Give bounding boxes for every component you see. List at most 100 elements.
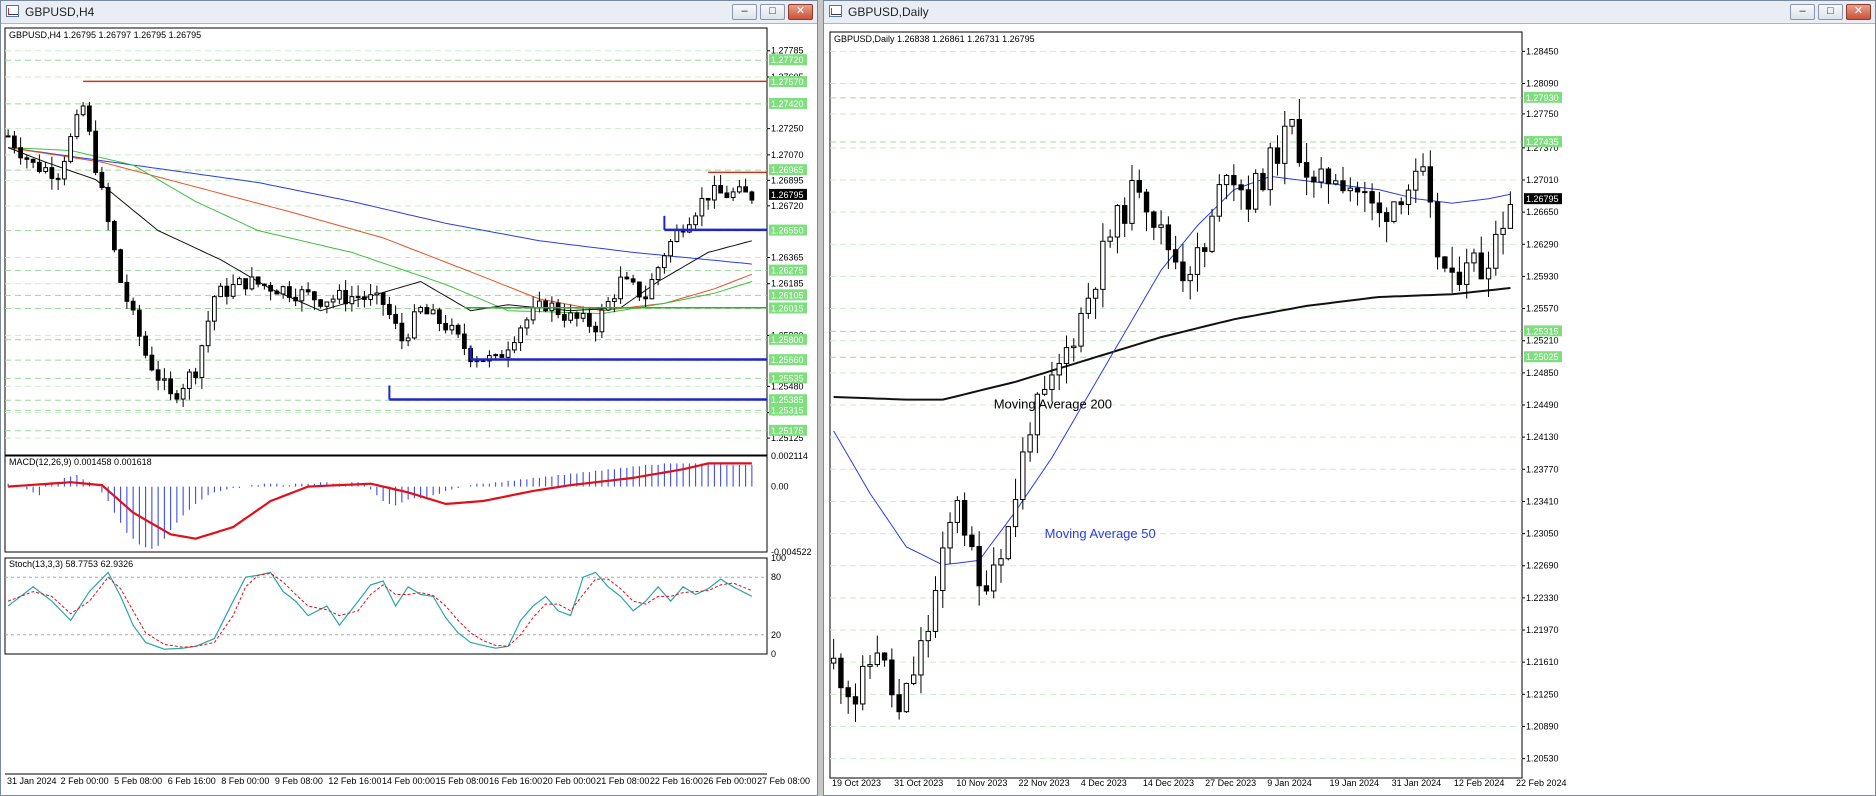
price-label: 1.25315 xyxy=(771,405,804,415)
candle-body xyxy=(1274,147,1281,164)
price-label-box xyxy=(769,354,807,366)
candle-body xyxy=(462,333,467,350)
y-tick-label: 1.20890 xyxy=(1526,721,1559,731)
candle-body xyxy=(55,177,61,180)
price-label: 1.26275 xyxy=(771,266,804,276)
y-tick-label: 1.25480 xyxy=(771,381,804,391)
chart-annotation: Moving Average 50 xyxy=(1045,526,1156,541)
candle-body xyxy=(1143,191,1150,213)
stochastic-tick-label: 0 xyxy=(771,649,776,659)
candle-body xyxy=(580,313,586,319)
candle-body xyxy=(387,303,392,316)
x-tick-label: 10 Nov 2023 xyxy=(956,778,1007,788)
candle-body xyxy=(940,547,946,592)
price-label-box xyxy=(769,76,807,88)
candle-body xyxy=(112,220,117,251)
candle-body xyxy=(1413,170,1419,191)
price-label-box xyxy=(769,97,807,109)
candle-body xyxy=(889,659,895,696)
candle-body xyxy=(699,197,705,217)
candle-body xyxy=(155,369,161,381)
candle-body xyxy=(199,345,205,379)
candle-body xyxy=(143,335,148,356)
y-tick-label: 1.21610 xyxy=(1526,657,1559,667)
candle-body xyxy=(12,135,17,149)
candle-body xyxy=(324,301,330,307)
title-bar[interactable]: GBPUSD,Daily – □ ✕ xyxy=(824,1,1875,24)
candle-body xyxy=(443,323,448,331)
y-tick-label: 1.27070 xyxy=(771,150,804,160)
price-label: 1.25800 xyxy=(771,335,804,345)
candle-body xyxy=(305,289,311,293)
chart-icon xyxy=(6,5,19,17)
y-tick-label: 1.22330 xyxy=(1526,593,1559,603)
y-tick-label: 1.27370 xyxy=(1526,143,1559,153)
candle-body xyxy=(1223,174,1230,186)
candle-body xyxy=(249,276,255,290)
y-tick-label: 1.21250 xyxy=(1526,689,1559,699)
candle-body xyxy=(349,296,355,305)
window-title: GBPUSD,Daily xyxy=(848,5,929,19)
y-tick-label: 1.26290 xyxy=(1526,239,1559,249)
price-label-box xyxy=(769,264,807,276)
x-tick-label: 21 Feb 08:00 xyxy=(596,776,649,786)
daily-chart-area[interactable]: Moving Average 200 Moving Average 50 1.284… xyxy=(824,24,1875,795)
h4-chart-area[interactable]: 1.277851.276051.272501.270701.268951.267… xyxy=(1,24,817,795)
x-tick-label: 2 Feb 00:00 xyxy=(61,776,109,786)
right-chart-window: GBPUSD,Daily – □ ✕ Moving Average 200 Mov… xyxy=(823,0,1876,796)
candle-body xyxy=(243,278,248,290)
candle-body xyxy=(399,322,405,342)
x-tick-label: 19 Jan 2024 xyxy=(1329,778,1379,788)
candle-body xyxy=(830,657,837,664)
candle-body xyxy=(1282,125,1288,164)
x-tick-label: 26 Feb 00:00 xyxy=(703,776,756,786)
candle-body xyxy=(280,286,286,295)
y-tick-label: 1.24490 xyxy=(1526,400,1559,410)
candle-body xyxy=(1420,166,1426,172)
close-button[interactable]: ✕ xyxy=(788,4,813,20)
candle-body xyxy=(1056,362,1062,376)
title-bar[interactable]: GBPUSD,H4 – □ ✕ xyxy=(1,1,817,24)
minimize-button[interactable]: – xyxy=(1790,4,1815,20)
candle-body xyxy=(149,354,155,371)
price-label: 1.27570 xyxy=(771,77,804,87)
candle-body xyxy=(162,378,167,381)
candle-body xyxy=(124,281,130,302)
candle-body xyxy=(1362,191,1368,194)
maximize-button[interactable]: □ xyxy=(760,4,785,20)
price-label-box xyxy=(769,54,807,66)
candle-body xyxy=(1398,201,1404,206)
candle-body xyxy=(1485,267,1492,280)
minimize-button[interactable]: – xyxy=(732,4,757,20)
y-tick-label: 1.27750 xyxy=(1526,109,1559,119)
price-label: 1.25385 xyxy=(771,395,804,405)
candle-body xyxy=(168,378,173,395)
candle-body xyxy=(1507,204,1514,229)
candle-body xyxy=(430,309,436,315)
y-tick-label: 1.23050 xyxy=(1526,529,1559,539)
candle-body xyxy=(1493,233,1499,269)
price-label: 1.26015 xyxy=(771,303,804,313)
candle-body xyxy=(30,158,36,163)
close-button[interactable]: ✕ xyxy=(1846,4,1871,20)
price-label-box xyxy=(769,404,807,416)
price-label: 1.26795 xyxy=(1526,194,1559,204)
candle-body xyxy=(293,296,298,302)
candle-body xyxy=(1151,211,1157,228)
candle-body xyxy=(1464,262,1470,285)
candle-body xyxy=(1456,271,1463,285)
maximize-button[interactable]: □ xyxy=(1818,4,1843,20)
y-tick-label: 1.27010 xyxy=(1526,175,1559,185)
candle-body xyxy=(62,160,67,180)
candle-body xyxy=(530,307,536,321)
x-tick-label: 6 Feb 16:00 xyxy=(168,776,216,786)
candle-body xyxy=(380,292,386,305)
left-chart-window: GBPUSD,H4 – □ ✕ 1.277851.276051.272501.2… xyxy=(0,0,818,796)
candle-body xyxy=(287,286,292,298)
candle-body xyxy=(574,312,580,319)
x-tick-label: 5 Feb 08:00 xyxy=(114,776,162,786)
candle-body xyxy=(555,302,561,316)
candle-body xyxy=(405,337,411,342)
plot-frame xyxy=(4,27,768,456)
x-tick-label: 12 Feb 2024 xyxy=(1454,778,1505,788)
